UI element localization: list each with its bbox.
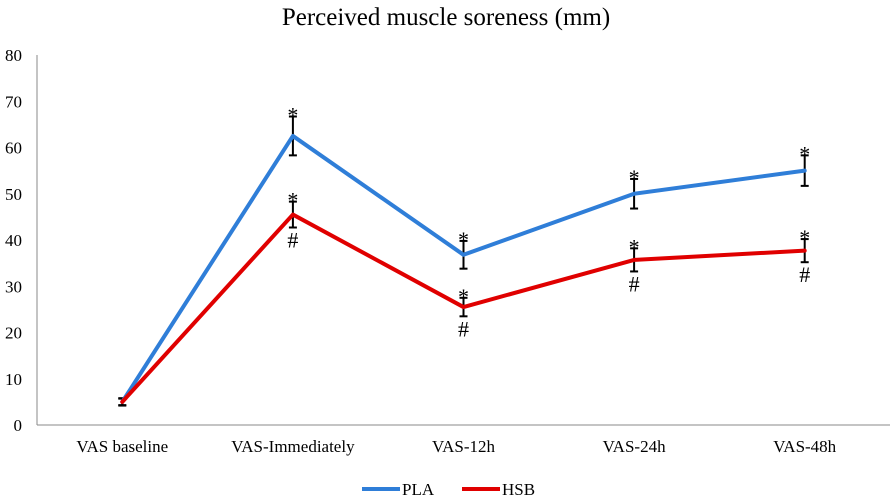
- y-tick-label: 30: [5, 277, 22, 296]
- y-tick-label: 60: [5, 139, 22, 158]
- y-tick-label: 0: [14, 416, 23, 435]
- significance-annotation: *: [458, 227, 469, 252]
- chart-title: Perceived muscle soreness (mm): [282, 4, 610, 31]
- series-line-pla: [120, 133, 807, 404]
- significance-annotation: *: [458, 284, 469, 309]
- significance-annotation: *: [287, 188, 298, 213]
- significance-annotation: #: [629, 271, 640, 296]
- y-tick-label: 40: [5, 231, 22, 250]
- significance-annotation: *: [799, 141, 810, 166]
- x-category-label: VAS-48h: [773, 437, 836, 456]
- x-category-label: VAS-Immediately: [231, 437, 355, 456]
- y-tick-label: 20: [5, 324, 22, 343]
- significance-annotation: #: [799, 262, 810, 287]
- series-line-hsb: [120, 212, 807, 404]
- significance-annotation: #: [287, 228, 298, 253]
- significance-annotation: #: [458, 316, 469, 341]
- x-category-label: VAS baseline: [76, 437, 168, 456]
- legend-label-hsb: HSB: [502, 480, 535, 497]
- significance-annotation: *: [629, 234, 640, 259]
- significance-annotation: *: [799, 225, 810, 250]
- y-tick-label: 10: [5, 370, 22, 389]
- significance-annotation: *: [629, 165, 640, 190]
- y-tick-label: 50: [5, 185, 22, 204]
- x-category-label: VAS-12h: [432, 437, 495, 456]
- y-tick-label: 80: [5, 46, 22, 65]
- y-tick-label: 70: [5, 92, 22, 111]
- significance-annotation: *: [287, 103, 298, 128]
- legend-label-pla: PLA: [402, 480, 435, 497]
- x-category-label: VAS-24h: [603, 437, 666, 456]
